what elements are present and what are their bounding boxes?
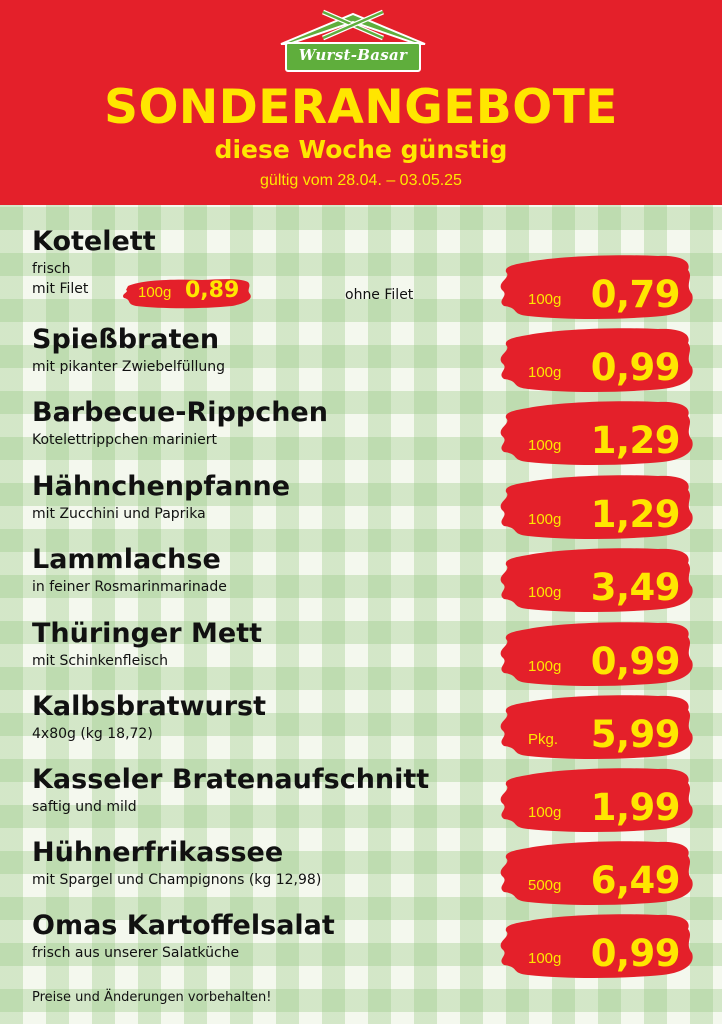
price-unit: 100g [528, 437, 562, 454]
offer-item: Lammlachse in feiner Rosmarinmarinade [32, 543, 502, 597]
offer-item: Kasseler Bratenaufschnitt saftig und mil… [32, 763, 502, 817]
item-name: Kalbsbratwurst [32, 691, 267, 722]
price-tag: 100g 1,29 [498, 396, 698, 468]
brush-stroke-icon [500, 768, 693, 832]
footer-disclaimer: Preise und Änderungen vorbehalten! [32, 990, 272, 1005]
extra-label: ohne Filet [345, 287, 414, 303]
item-desc: saftig und mild [32, 799, 137, 815]
brush-stroke-icon [500, 622, 693, 686]
price-unit: 100g [528, 511, 562, 528]
item-desc: 4x80g (kg 18,72) [32, 726, 153, 742]
brush-stroke-icon [500, 328, 693, 392]
brush-stroke-icon [500, 695, 693, 759]
brush-stroke-icon [123, 279, 251, 309]
price-tag: 100g 1,99 [498, 763, 698, 835]
price-value: 3,49 [590, 566, 681, 609]
price-tag: 500g 6,49 [498, 836, 698, 908]
price-value: 0,79 [590, 273, 681, 316]
item-name: Hühnerfrikassee [32, 837, 284, 868]
item-desc: frisch aus unserer Salatküche [32, 945, 240, 961]
price-value: 5,99 [590, 713, 681, 756]
price-tag: 100g 0,99 [498, 617, 698, 689]
price-value: 6,49 [590, 859, 681, 902]
price-tag: 100g 3,49 [498, 543, 698, 615]
price-value: 0,99 [590, 346, 681, 389]
item-desc-2: mit Filet [32, 281, 89, 297]
item-desc: Kotelettrippchen mariniert [32, 432, 218, 448]
price-tag: 100g 0,79 [498, 250, 698, 322]
page-subtitle: diese Woche günstig [214, 135, 508, 164]
logo-text: Wurst-Basar [298, 46, 408, 64]
brush-stroke-icon [500, 475, 693, 539]
offer-item: Kalbsbratwurst 4x80g (kg 18,72) [32, 690, 502, 744]
price-value: 1,99 [590, 786, 681, 829]
logo-roof-icon [280, 9, 426, 45]
brush-stroke-icon [500, 255, 693, 319]
price-value: 1,29 [590, 493, 681, 536]
price-tag: Pkg. 5,99 [498, 690, 698, 762]
item-name: Kotelett [32, 226, 156, 257]
item-name: Spießbraten [32, 324, 220, 355]
price-unit: 100g [528, 291, 562, 308]
price-value: 1,29 [590, 419, 681, 462]
brush-stroke-icon [500, 841, 693, 905]
page-title: SONDERANGEBOTE [104, 80, 618, 135]
price-value: 0,99 [590, 932, 681, 975]
item-desc: mit Spargel und Champignons (kg 12,98) [32, 872, 322, 888]
item-name: Thüringer Mett [32, 618, 263, 649]
price-unit: 100g [528, 364, 562, 381]
price-value: 0,99 [590, 640, 681, 683]
wurst-basar-logo: Wurst-Basar [277, 8, 429, 78]
item-desc: in feiner Rosmarinmarinade [32, 579, 227, 595]
brush-stroke-icon [500, 401, 693, 465]
item-name: Barbecue-Rippchen [32, 397, 328, 428]
mini-unit: 100g [138, 284, 172, 301]
item-name: Lammlachse [32, 544, 221, 575]
mini-price: 0,89 [185, 278, 240, 303]
offer-item: Omas Kartoffelsalat frisch aus unserer S… [32, 909, 502, 963]
item-name: Hähnchenpfanne [32, 471, 291, 502]
logo-box: Wurst-Basar [285, 42, 421, 72]
price-tag: 100g 0,99 [498, 323, 698, 395]
header-banner: Wurst-Basar SONDERANGEBOTE diese Woche g… [0, 0, 722, 205]
price-tag: 100g 0,99 [498, 909, 698, 981]
item-name: Kasseler Bratenaufschnitt [32, 764, 430, 795]
item-desc: mit Schinkenfleisch [32, 653, 168, 669]
item-desc: mit pikanter Zwiebelfüllung [32, 359, 226, 375]
mini-price-tag: 100g 0,89 [122, 276, 254, 310]
price-unit: 100g [528, 804, 562, 821]
offer-item: Barbecue-Rippchen Kotelettrippchen marin… [32, 396, 502, 450]
price-unit: Pkg. [528, 731, 559, 748]
price-tag: 100g 1,29 [498, 470, 698, 542]
price-unit: 100g [528, 584, 562, 601]
offer-item: Spießbraten mit pikanter Zwiebelfüllung [32, 323, 502, 377]
item-name: Omas Kartoffelsalat [32, 910, 335, 941]
price-unit: 100g [528, 950, 562, 967]
brush-stroke-icon [500, 914, 693, 978]
price-unit: 500g [528, 877, 562, 894]
offer-item: Thüringer Mett mit Schinkenfleisch [32, 617, 502, 671]
item-desc: mit Zucchini und Paprika [32, 506, 206, 522]
offer-item: Hähnchenpfanne mit Zucchini und Paprika [32, 470, 502, 524]
validity-dates: gültig vom 28.04. – 03.05.25 [260, 172, 462, 189]
offer-item: Kotelett frisch mit Filet [32, 225, 502, 299]
brush-stroke-icon [500, 548, 693, 612]
item-desc: frisch [32, 261, 71, 277]
price-unit: 100g [528, 658, 562, 675]
offer-item: Hühnerfrikassee mit Spargel und Champign… [32, 836, 502, 890]
